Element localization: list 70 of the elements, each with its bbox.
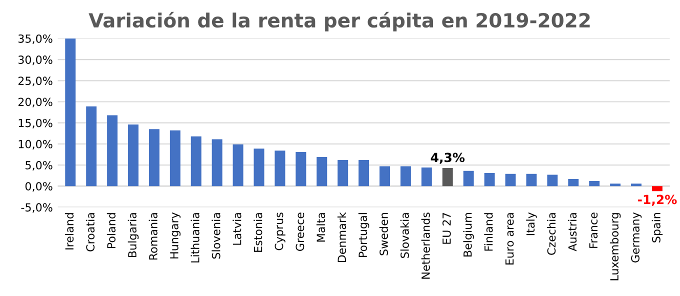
x-tick-label: Greece (296, 212, 304, 251)
x-tick-label: Romania (148, 213, 158, 260)
chart-title: Variación de la renta per cápita en 2019-2022 (88, 12, 590, 32)
bar (589, 181, 600, 186)
bar (442, 168, 453, 186)
x-tick-label: Luxembourg (610, 213, 621, 280)
x-tick-label: Spain (652, 213, 663, 242)
x-tick-label: Lithuania (190, 213, 200, 262)
bar (421, 168, 432, 186)
bar (631, 184, 642, 186)
x-tick-label: Netherlands (421, 212, 430, 279)
x-tick-label: Latvia (232, 213, 242, 245)
bar (232, 144, 244, 186)
x-tick-label: Austria (568, 213, 577, 252)
x-tick-label: Cyprus (274, 212, 286, 250)
x-tick-label: Sweden (379, 213, 388, 256)
x-tick-label: Hungary (170, 212, 181, 258)
bar (338, 160, 348, 186)
x-tick-label: Slovakia (400, 213, 409, 258)
bar (463, 170, 474, 186)
x-tick-label: Bulgaria (128, 213, 139, 258)
x-tick-label: EU 27 (442, 213, 451, 244)
x-tick-label: Denmark (337, 212, 346, 262)
bar (190, 136, 202, 186)
bar (652, 186, 662, 192)
bar (170, 130, 180, 186)
y-tick-label: 25,0% (18, 76, 52, 86)
data-label: 4,3% (430, 152, 465, 164)
bar (128, 124, 138, 186)
x-tick-label: Poland (106, 213, 116, 248)
bar (505, 174, 516, 186)
x-tick-label: Euro area (505, 213, 514, 264)
x-tick-label: Ireland (65, 213, 74, 250)
bar (212, 139, 222, 186)
x-tick-label: Estonia (254, 213, 262, 252)
bar (86, 106, 97, 186)
bar (358, 160, 370, 186)
x-tick-label: France (589, 212, 598, 248)
y-tick-label: 10,0% (18, 140, 52, 150)
bar (65, 38, 76, 186)
x-tick-label: Malta (316, 213, 326, 242)
x-tick-label: Portugal (358, 213, 370, 257)
x-tick-label: Italy (526, 212, 537, 236)
y-tick-label: 15,0% (18, 118, 52, 128)
x-tick-label: Slovenia (212, 213, 220, 259)
bar (316, 157, 328, 186)
bar (148, 129, 160, 186)
y-tick-label: 30,0% (18, 56, 52, 66)
bar (568, 178, 579, 186)
bar (484, 173, 495, 186)
bar (380, 166, 390, 186)
bar (107, 115, 118, 186)
bar (400, 166, 411, 186)
bar (296, 152, 306, 186)
bar (547, 174, 558, 186)
bar (526, 174, 537, 186)
x-tick-label: Belgium (463, 213, 474, 257)
bar (274, 150, 286, 186)
y-tick-label: 0,0% (25, 182, 52, 192)
y-tick-label: 5,0% (26, 160, 52, 171)
bar (610, 184, 621, 186)
x-tick-label: Croatia (86, 213, 95, 252)
x-tick-label: Czechia (547, 213, 556, 255)
bar (254, 148, 264, 186)
y-tick-label: 20,0% (18, 98, 52, 108)
x-tick-label: Finland (484, 213, 493, 251)
y-tick-label: -5,0% (21, 203, 52, 213)
data-label: -1,2% (638, 194, 677, 206)
x-tick-label: Germany (631, 212, 642, 263)
y-tick-label: 35,0% (18, 34, 52, 44)
